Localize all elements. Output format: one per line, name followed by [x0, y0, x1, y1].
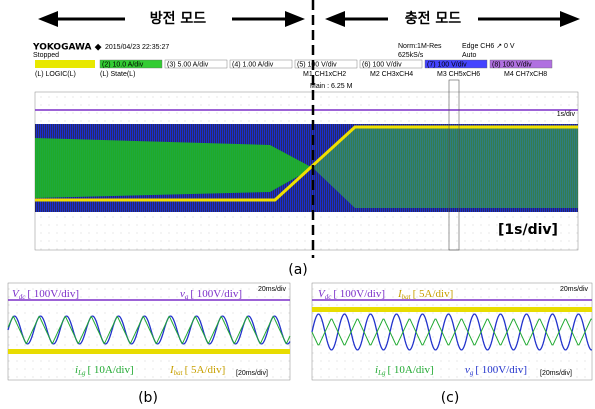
trigger-mode: Auto — [462, 52, 477, 59]
subscript: dc — [19, 293, 27, 301]
math-label: M4 CH7xCH8 — [504, 71, 547, 78]
channel-label: (4) 1.00 A/div — [232, 61, 274, 68]
channel-label: (3) 5.00 A/div — [167, 61, 209, 68]
trace — [35, 138, 313, 198]
caption: (b) — [138, 390, 158, 406]
scale: [ 100V/div] — [475, 364, 527, 376]
timebase: 20ms/div — [258, 286, 287, 293]
channel-label: (2) 10.0 A/div — [102, 61, 144, 68]
channel-label: (7) 100 V/div — [427, 61, 467, 68]
trace — [8, 349, 290, 354]
scale: [ 10A/div] — [87, 364, 133, 376]
subscript: dc — [325, 293, 333, 301]
math-label: M3 CH5xCH6 — [437, 71, 480, 78]
timebase-note: [20ms/div] — [236, 370, 268, 377]
mode-label: 방전 모드 — [150, 10, 207, 27]
status: Stopped — [33, 52, 59, 59]
channel-box — [35, 60, 95, 68]
main-memory: Main : 6.25 M — [310, 83, 353, 90]
subscript: g — [185, 293, 189, 301]
logic-label: (L) State(L) — [100, 71, 135, 78]
timebase: 1s/div — [557, 111, 576, 118]
figure: 방전 모드 충전 모드 YOKOGAWA ◆ 2015/04/23 22:35:… — [0, 0, 595, 409]
timebase: 20ms/div — [560, 286, 589, 293]
timebase-note: [1s/div] — [498, 222, 558, 238]
timebase-note: [20ms/div] — [540, 370, 572, 377]
trigger: Edge CH6 ↗ 0 V — [462, 43, 515, 50]
acq-mode: Norm:1M-Res — [398, 43, 442, 50]
scale: [ 100V/div] — [190, 288, 242, 300]
math-label: M1 CH1xCH2 — [303, 71, 346, 78]
mode-arrows — [38, 11, 580, 27]
caption: (c) — [441, 390, 460, 406]
math-label: M2 CH3xCH4 — [370, 71, 413, 78]
channel-label: (5) 100 V/div — [297, 61, 337, 68]
subscript: bat — [402, 293, 412, 301]
scale: [ 5A/div] — [413, 288, 454, 300]
sample-rate: 625kS/s — [398, 52, 424, 59]
scale: [ 100V/div] — [333, 288, 385, 300]
mode-label: 충전 모드 — [405, 10, 462, 27]
timestamp: 2015/04/23 22:35:27 — [105, 44, 169, 51]
scale: [ 5A/div] — [185, 364, 226, 376]
subscript: g — [470, 369, 474, 377]
scale: [ 100V/div] — [27, 288, 79, 300]
channel-label: (6) 100 V/div — [362, 61, 402, 68]
subscript: bat — [174, 369, 184, 377]
subscript: Lg — [377, 369, 386, 377]
scale: [ 10A/div] — [387, 364, 433, 376]
trace — [312, 307, 592, 312]
channel-label: (8) 100 V/div — [492, 61, 532, 68]
logic-label: (L) LOGIC(L) — [35, 71, 76, 78]
caption: (a) — [288, 262, 308, 278]
subscript: Lg — [77, 369, 86, 377]
trace — [313, 128, 578, 208]
